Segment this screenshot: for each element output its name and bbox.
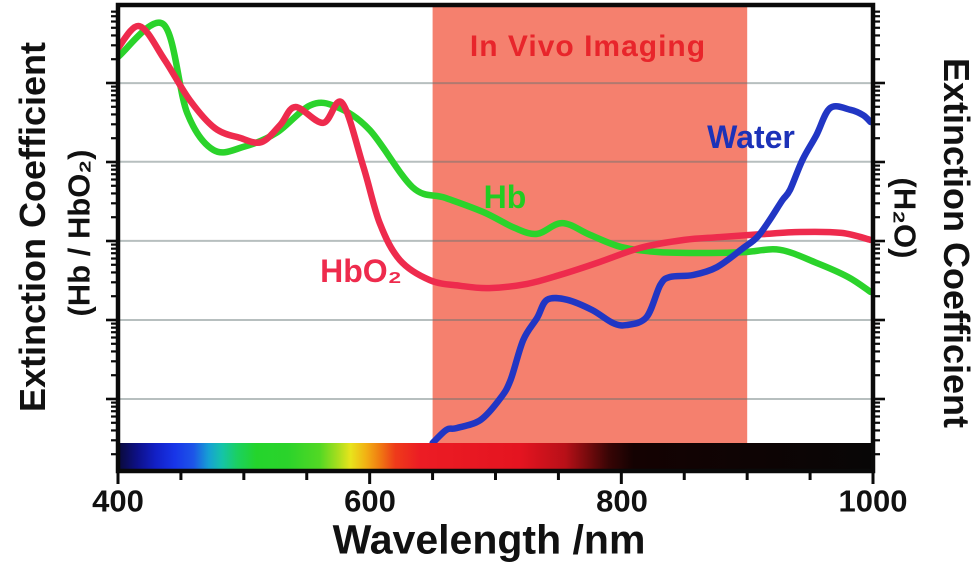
in-vivo-imaging-band [432, 7, 748, 443]
x-axis-ticks [116, 472, 875, 484]
spectrum-bar [118, 443, 873, 469]
water-curve-label: Water [707, 119, 795, 155]
right-axis-title: Extinction Coefficient [936, 57, 977, 429]
hbo2-curve-label: HbO₂ [320, 253, 402, 289]
curve-water [429, 103, 873, 447]
x-axis-title: Wavelength /nm [332, 516, 646, 563]
left-axis-subtitle: (Hb / HbO₂) [61, 149, 97, 317]
left-axis-title: Extinction Coefficient [12, 41, 53, 413]
y-axis-ticks-right [873, 10, 885, 456]
plot-frame [115, 2, 876, 474]
x-tick-label-600: 600 [344, 483, 396, 519]
y-axis-ticks-left [106, 10, 118, 456]
hb-curve-label: Hb [483, 179, 527, 215]
x-tick-label-400: 400 [92, 483, 144, 519]
x-tick-label-800: 800 [596, 483, 648, 519]
x-tick-label-1000: 1000 [838, 483, 908, 519]
in-vivo-imaging-label: In Vivo Imaging [469, 30, 707, 63]
curve-hb [118, 19, 873, 296]
curve-hbo2 [118, 22, 873, 292]
right-axis-subtitle: (H₂O) [887, 177, 923, 259]
gridlines [118, 82, 873, 401]
